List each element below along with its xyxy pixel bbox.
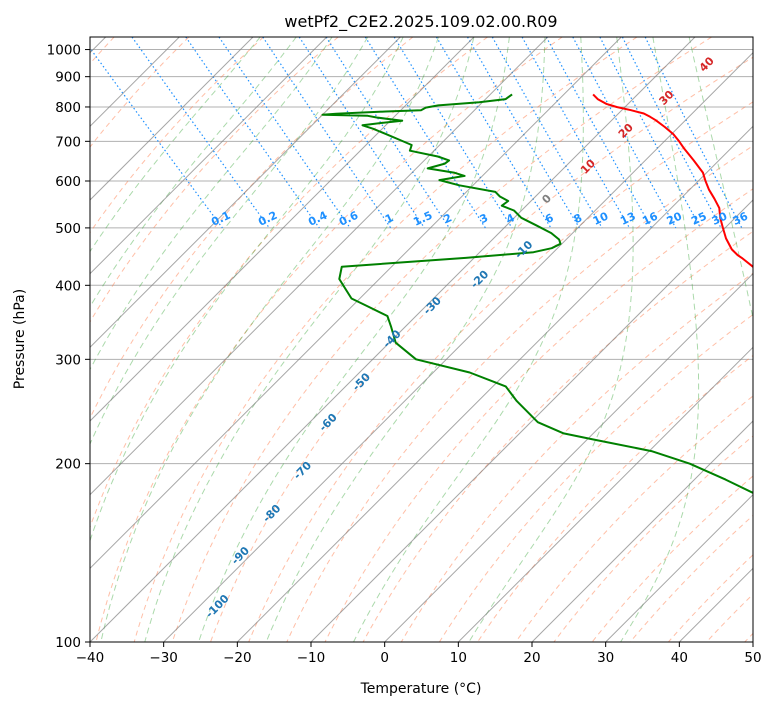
mixing-ratio-label: 20 [665, 209, 685, 227]
x-tick-label: −40 [76, 650, 105, 666]
mixing-ratio-lines [90, 37, 743, 229]
x-tick-label: 20 [523, 650, 540, 666]
x-tick-label: −20 [223, 650, 252, 666]
mixing-ratio-line [393, 37, 513, 229]
y-tick-label: 200 [55, 457, 81, 473]
isotherm [163, 51, 753, 642]
dry-adiabat [90, 37, 414, 420]
x-tick-label: −30 [149, 650, 178, 666]
dry-adiabat [210, 56, 753, 642]
mixing-ratio-line [185, 37, 320, 229]
dry-adiabat [95, 37, 563, 642]
mixing-ratio-line [521, 37, 631, 229]
pressure-gridlines [90, 49, 753, 643]
mixing-ratio-label: 16 [640, 209, 660, 227]
x-tick-label: 10 [450, 650, 467, 666]
y-tick-label: 300 [55, 352, 81, 368]
dry-adiabat [90, 37, 339, 323]
y-tick-label: 500 [55, 221, 81, 237]
y-axis-label: Pressure (hPa) [12, 289, 28, 389]
dewpoint-profile [321, 93, 753, 495]
moist-adiabat [198, 37, 510, 642]
moist-adiabat [100, 37, 439, 642]
dry-adiabat [438, 313, 753, 642]
y-tick-label: 400 [55, 278, 81, 294]
isotherm [457, 346, 753, 642]
plot-frame [89, 36, 754, 643]
x-tick-label: 0 [380, 650, 389, 666]
mixing-ratio-line [466, 37, 580, 229]
y-tick-label: 100 [55, 635, 81, 651]
moist-adiabat [144, 37, 475, 642]
x-axis: −40 −30 −20 −10 0 10 20 30 40 50 [76, 642, 762, 666]
dry-adiabat [286, 145, 753, 642]
mixing-ratio-line [325, 37, 450, 229]
x-tick-label: 30 [597, 650, 614, 666]
moist-adiabat [90, 37, 369, 446]
isotherm [90, 37, 696, 642]
chart-title: wetPf2_C2E2.2025.109.02.00.R09 [284, 12, 557, 32]
mixing-ratio-label: 25 [689, 210, 708, 228]
mixing-ratio-line [435, 37, 552, 229]
sounding-profiles [321, 93, 753, 495]
isotherm [236, 125, 753, 642]
dry-adiabat [133, 37, 638, 642]
isotherm [90, 37, 475, 422]
mixing-ratio-label: 10 [591, 209, 611, 227]
mixing-ratio-line [364, 37, 486, 229]
y-tick-label: 900 [55, 70, 81, 86]
dry-adiabats [90, 37, 753, 642]
mixing-ratio-line [572, 37, 677, 229]
isotherm [310, 199, 753, 642]
isotherm [531, 420, 753, 642]
isotherm [90, 37, 254, 201]
plot-background [90, 37, 753, 642]
isotherms [90, 37, 753, 642]
isotherm [90, 37, 401, 349]
moist-adiabat [265, 37, 546, 642]
moist-adiabat [353, 37, 584, 642]
mixing-ratio-label: 13 [618, 210, 637, 228]
x-tick-label: 40 [671, 650, 688, 666]
mixing-ratio-line [218, 37, 351, 229]
isotherm [90, 37, 328, 275]
dry-adiabat [400, 272, 753, 642]
mixing-ratio-line [491, 37, 603, 229]
isotherm [605, 493, 753, 642]
mixing-ratio-label: 36 [731, 209, 751, 227]
x-axis-label: Temperature (°C) [360, 681, 482, 697]
moist-adiabat [90, 37, 261, 253]
isotherm [90, 37, 549, 496]
temperature-profile [592, 93, 753, 269]
mixing-ratio-line [545, 37, 653, 229]
y-tick-label: 800 [55, 100, 81, 116]
isotherm [90, 37, 622, 570]
x-tick-label: −10 [297, 650, 326, 666]
dry-adiabat [248, 101, 753, 642]
moist-adiabat [688, 37, 753, 321]
isotherm [752, 641, 753, 642]
mixing-ratio-line [131, 37, 270, 229]
y-tick-label: 1000 [47, 43, 81, 59]
mixing-ratio-label: 30 [710, 209, 730, 227]
y-axis: 100 200 300 400 500 600 700 800 900 1000 [47, 43, 90, 651]
y-tick-label: 700 [55, 134, 81, 150]
moist-adiabat [90, 37, 333, 371]
moist-adiabat [90, 37, 297, 308]
mixing-ratio-line [90, 47, 223, 229]
y-tick-label: 600 [55, 174, 81, 190]
dry-adiabat [90, 37, 190, 148]
isotherm [384, 272, 753, 642]
moist-adiabat [90, 37, 404, 543]
x-tick-label: 50 [744, 650, 761, 666]
dry-adiabat [324, 188, 753, 642]
moist-adiabat [620, 37, 700, 642]
